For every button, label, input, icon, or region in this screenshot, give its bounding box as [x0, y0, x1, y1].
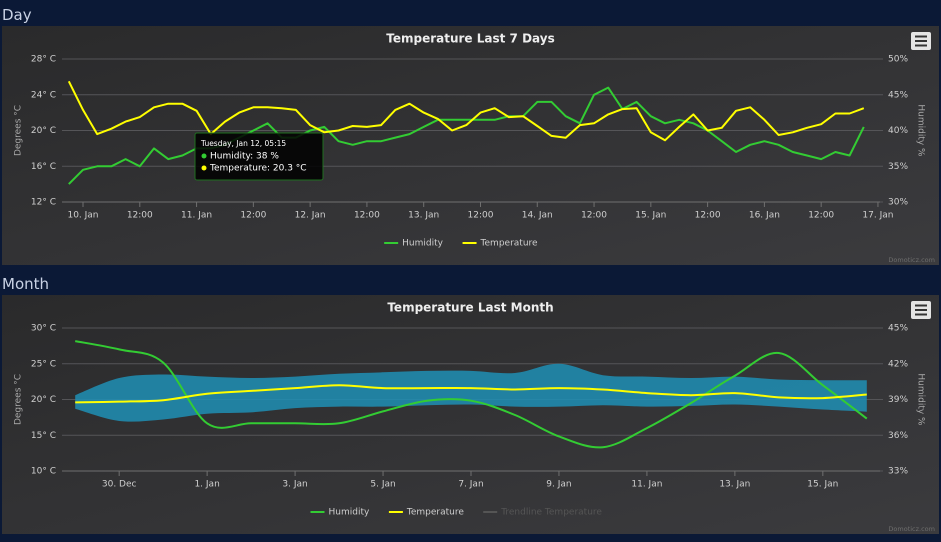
y-tick-label: 15° C — [31, 431, 56, 441]
legend-label[interactable]: Humidity — [402, 239, 443, 249]
tooltip-title: Tuesday, Jan 12, 05:15 — [200, 139, 286, 148]
menu-button[interactable] — [911, 301, 931, 319]
legend-label[interactable]: Temperature — [480, 239, 538, 249]
y2-axis-title: Humidity % — [916, 104, 926, 157]
y-tick-label: 25° C — [31, 359, 56, 369]
y2-tick-label: 36% — [888, 431, 908, 441]
x-tick-label: 7. Jan — [458, 480, 483, 490]
section-heading: Month — [2, 275, 50, 293]
series-line — [75, 340, 868, 449]
series-line — [67, 80, 865, 142]
credit: Domoticz.com — [888, 525, 935, 533]
x-tick-label: 17. Jan — [862, 211, 893, 221]
y2-tick-label: 33% — [888, 467, 908, 477]
x-tick-label: 15. Jan — [635, 211, 666, 221]
x-tick-label: 14. Jan — [522, 211, 553, 221]
y-tick-label: 28° C — [31, 55, 56, 65]
tooltip-box — [194, 132, 324, 181]
tooltip-bullet — [201, 165, 207, 171]
chart-panel: Temperature Last Month Degrees °C Humidity… — [2, 295, 939, 534]
y2-tick-label: 35% — [888, 162, 908, 172]
x-tick-label: 12:00 — [127, 211, 153, 221]
y2-tick-label: 45% — [888, 324, 908, 334]
y-tick-label: 30° C — [31, 324, 56, 334]
y-axis-title: Degrees °C — [14, 105, 24, 156]
tooltip-line: Temperature: 20.3 °C — [209, 164, 307, 174]
x-tick-label: 1. Jan — [194, 480, 219, 490]
y2-axis-title: Humidity % — [916, 373, 926, 426]
chart-title: Temperature Last Month — [387, 301, 553, 315]
x-tick-label: 13. Jan — [719, 480, 750, 490]
y-tick-label: 20° C — [31, 126, 56, 136]
legend-label[interactable]: Temperature — [406, 508, 464, 518]
y-tick-label: 16° C — [31, 162, 56, 172]
x-tick-label: 12:00 — [240, 211, 266, 221]
y2-tick-label: 45% — [888, 90, 908, 100]
y2-tick-label: 39% — [888, 395, 908, 405]
x-tick-label: 12:00 — [468, 211, 494, 221]
x-tick-label: 13. Jan — [408, 211, 439, 221]
legend-label[interactable]: Trendline Temperature — [500, 508, 602, 518]
y-tick-label: 12° C — [31, 198, 56, 208]
y2-tick-label: 50% — [888, 55, 908, 65]
y-tick-label: 20° C — [31, 395, 56, 405]
menu-button[interactable] — [911, 32, 931, 50]
x-tick-label: 5. Jan — [370, 480, 395, 490]
x-tick-label: 12. Jan — [295, 211, 326, 221]
x-tick-label: 3. Jan — [282, 480, 307, 490]
x-tick-label: 11. Jan — [181, 211, 212, 221]
x-tick-label: 12:00 — [581, 211, 607, 221]
x-tick-label: 10. Jan — [67, 211, 98, 221]
range-area — [75, 363, 867, 422]
y2-tick-label: 42% — [888, 359, 908, 369]
y-tick-label: 10° C — [31, 467, 56, 477]
credit: Domoticz.com — [888, 256, 935, 264]
chart-title: Temperature Last 7 Days — [386, 32, 554, 46]
x-tick-label: 11. Jan — [631, 480, 662, 490]
y-axis-title: Degrees °C — [14, 374, 24, 425]
legend-label[interactable]: Humidity — [329, 508, 370, 518]
x-tick-label: 12:00 — [354, 211, 380, 221]
x-tick-label: 15. Jan — [807, 480, 838, 490]
x-tick-label: 16. Jan — [749, 211, 780, 221]
y2-tick-label: 30% — [888, 198, 908, 208]
chart-panel: Temperature Last 7 Days Degrees °C Humidit… — [2, 26, 939, 265]
section-heading: Day — [2, 6, 32, 24]
x-tick-label: 12:00 — [808, 211, 834, 221]
y2-tick-label: 40% — [888, 126, 908, 136]
tooltip-bullet — [201, 153, 207, 159]
tooltip-line: Humidity: 38 % — [210, 152, 279, 162]
x-tick-label: 12:00 — [695, 211, 721, 221]
y-tick-label: 24° C — [31, 90, 56, 100]
series-line — [75, 384, 867, 404]
panel-background — [2, 26, 939, 265]
x-tick-label: 30. Dec — [102, 480, 137, 490]
x-tick-label: 9. Jan — [546, 480, 571, 490]
